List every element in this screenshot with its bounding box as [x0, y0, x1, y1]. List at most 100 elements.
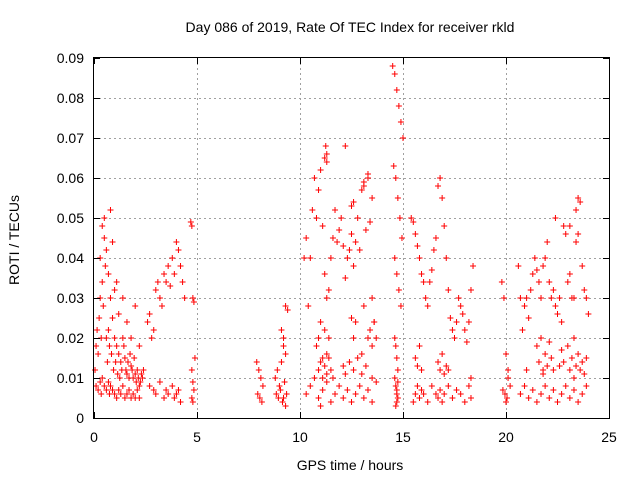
- y-tick-label: 0.09: [57, 50, 84, 66]
- data-point: [102, 263, 109, 269]
- data-point: [412, 391, 419, 397]
- data-point: [550, 287, 557, 293]
- data-point: [272, 375, 279, 381]
- data-point: [181, 295, 188, 301]
- data-point: [451, 335, 458, 341]
- data-point: [342, 143, 349, 149]
- data-point: [418, 271, 425, 277]
- data-point: [171, 271, 178, 277]
- data-point: [323, 351, 330, 357]
- data-point: [535, 279, 542, 285]
- data-point: [441, 391, 448, 397]
- data-point: [583, 295, 590, 301]
- data-point: [558, 347, 565, 353]
- data-point: [369, 375, 376, 381]
- data-point: [515, 263, 522, 269]
- data-point: [430, 247, 437, 253]
- data-point: [461, 399, 468, 405]
- data-point: [540, 371, 547, 377]
- data-point: [97, 379, 104, 385]
- data-point: [432, 391, 439, 397]
- data-point: [344, 255, 351, 261]
- data-point: [334, 239, 341, 245]
- y-tick-label: 0.01: [57, 370, 84, 386]
- data-point: [188, 367, 195, 373]
- data-point: [309, 207, 316, 213]
- data-point: [552, 215, 559, 221]
- data-point: [177, 399, 184, 405]
- data-point: [136, 383, 143, 389]
- data-point: [322, 143, 329, 149]
- data-point: [253, 359, 260, 365]
- data-point: [367, 219, 374, 225]
- data-point: [548, 355, 555, 361]
- data-point: [104, 359, 111, 365]
- data-point: [156, 295, 163, 301]
- y-tick-label: 0.06: [57, 170, 84, 186]
- data-point: [453, 387, 460, 393]
- data-point: [437, 175, 444, 181]
- data-point: [426, 279, 433, 285]
- data-point: [319, 223, 326, 229]
- data-point: [121, 395, 128, 401]
- data-point: [538, 391, 545, 397]
- x-tick-label: 10: [292, 429, 308, 445]
- data-point: [187, 219, 194, 225]
- data-point: [303, 235, 310, 241]
- data-point: [106, 391, 113, 397]
- data-point: [280, 335, 287, 341]
- data-point: [575, 195, 582, 201]
- data-point: [432, 235, 439, 241]
- data-point: [103, 387, 110, 393]
- data-point: [128, 363, 135, 369]
- data-point: [137, 379, 144, 385]
- data-point: [169, 383, 176, 389]
- data-point: [499, 387, 506, 393]
- data-point: [422, 295, 429, 301]
- data-point: [274, 367, 281, 373]
- data-point: [338, 215, 345, 221]
- data-point: [391, 255, 398, 261]
- y-tick-label: 0.07: [57, 130, 84, 146]
- data-point: [441, 371, 448, 377]
- data-point: [111, 335, 118, 341]
- data-point: [108, 351, 115, 357]
- data-point: [96, 315, 103, 321]
- data-point: [93, 343, 100, 349]
- data-point: [538, 295, 545, 301]
- data-point: [111, 287, 118, 293]
- data-point: [311, 375, 318, 381]
- data-point: [189, 379, 196, 385]
- data-point: [575, 351, 582, 357]
- data-point: [161, 271, 168, 277]
- data-point: [307, 383, 314, 389]
- data-point: [319, 375, 326, 381]
- data-point: [393, 355, 400, 361]
- data-point: [101, 215, 108, 221]
- data-point: [352, 319, 359, 325]
- data-point: [562, 383, 569, 389]
- data-point: [463, 339, 470, 345]
- data-point: [329, 375, 336, 381]
- data-point: [119, 383, 126, 389]
- data-point: [95, 387, 102, 393]
- data-point: [115, 311, 122, 317]
- data-point: [99, 375, 106, 381]
- data-point: [134, 367, 141, 373]
- data-point: [583, 355, 590, 361]
- data-point: [354, 355, 361, 361]
- data-point: [391, 71, 398, 77]
- data-point: [332, 391, 339, 397]
- data-point: [573, 363, 580, 369]
- data-point: [465, 383, 472, 389]
- data-point: [138, 371, 145, 377]
- data-point: [121, 355, 128, 361]
- data-point: [277, 387, 284, 393]
- data-point: [101, 383, 108, 389]
- data-point: [552, 303, 559, 309]
- data-point: [173, 391, 180, 397]
- chart-title: Day 086 of 2019, Rate Of TEC Index for r…: [186, 19, 515, 35]
- data-point: [533, 343, 540, 349]
- data-point: [136, 395, 143, 401]
- data-point: [94, 327, 101, 333]
